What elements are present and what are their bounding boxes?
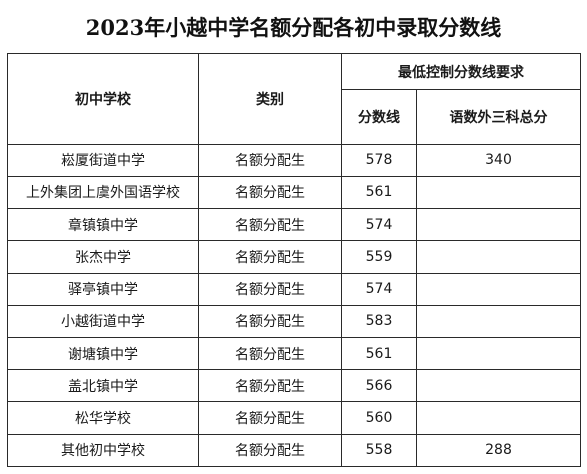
total-cell xyxy=(416,272,581,306)
category-cell: 名额分配生 xyxy=(198,240,342,274)
category-cell: 名额分配生 xyxy=(198,369,342,403)
total-cell xyxy=(416,175,581,210)
header-three-subject-total: 语数外三科总分 xyxy=(416,89,581,145)
school-cell: 小越街道中学 xyxy=(7,304,199,338)
category-cell: 名额分配生 xyxy=(198,336,342,371)
table-row: 盖北镇中学 名额分配生 566 xyxy=(7,369,581,403)
score-cell: 561 xyxy=(341,336,417,371)
total-cell xyxy=(416,369,581,403)
category-cell: 名额分配生 xyxy=(198,433,342,468)
score-table: 初中学校 类别 最低控制分数线要求 分数线 语数外三科总分 崧厦街道中学 名额分… xyxy=(7,52,581,468)
score-cell: 566 xyxy=(341,369,417,403)
school-cell: 谢塘镇中学 xyxy=(7,336,199,371)
score-cell: 574 xyxy=(341,208,417,242)
school-cell: 张杰中学 xyxy=(7,240,199,274)
score-cell: 561 xyxy=(341,175,417,210)
category-cell: 名额分配生 xyxy=(198,272,342,306)
table-row: 其他初中学校 名额分配生 558 288 xyxy=(7,433,581,468)
score-cell: 558 xyxy=(341,433,417,468)
total-cell xyxy=(416,336,581,371)
total-cell: 340 xyxy=(416,143,581,177)
category-cell: 名额分配生 xyxy=(198,304,342,338)
header-score-line: 分数线 xyxy=(341,89,417,145)
table-row: 驿亭镇中学 名额分配生 574 xyxy=(7,272,581,306)
category-cell: 名额分配生 xyxy=(198,208,342,242)
header-school: 初中学校 xyxy=(7,53,199,145)
page-title: 2023年小越中学名额分配各初中录取分数线 xyxy=(85,15,502,40)
table-row: 上外集团上虞外国语学校 名额分配生 561 xyxy=(7,175,581,210)
table-row: 松华学校 名额分配生 560 xyxy=(7,401,581,435)
total-cell xyxy=(416,208,581,242)
table-row: 谢塘镇中学 名额分配生 561 xyxy=(7,336,581,371)
category-cell: 名额分配生 xyxy=(198,401,342,435)
school-cell: 章镇镇中学 xyxy=(7,208,199,242)
school-cell: 驿亭镇中学 xyxy=(7,272,199,306)
score-cell: 574 xyxy=(341,272,417,306)
score-cell: 560 xyxy=(341,401,417,435)
table-row: 崧厦街道中学 名额分配生 578 340 xyxy=(7,143,581,177)
header-category: 类别 xyxy=(198,53,342,145)
score-cell: 578 xyxy=(341,143,417,177)
school-cell: 松华学校 xyxy=(7,401,199,435)
score-cell: 583 xyxy=(341,304,417,338)
header-score-requirement: 最低控制分数线要求 xyxy=(341,52,581,91)
category-cell: 名额分配生 xyxy=(198,143,342,177)
header-row-top: 初中学校 类别 最低控制分数线要求 xyxy=(7,52,581,145)
total-cell: 288 xyxy=(416,433,581,468)
category-cell: 名额分配生 xyxy=(198,175,342,210)
total-cell xyxy=(416,401,581,435)
school-cell: 其他初中学校 xyxy=(7,433,199,468)
school-cell: 盖北镇中学 xyxy=(7,369,199,403)
table-row: 张杰中学 名额分配生 559 xyxy=(7,240,581,274)
school-cell: 崧厦街道中学 xyxy=(7,143,199,177)
school-cell: 上外集团上虞外国语学校 xyxy=(7,175,199,210)
table-row: 小越街道中学 名额分配生 583 xyxy=(7,304,581,338)
total-cell xyxy=(416,240,581,274)
total-cell xyxy=(416,304,581,338)
header-row-bottom: 分数线 语数外三科总分 xyxy=(8,89,581,145)
score-cell: 559 xyxy=(341,240,417,274)
table-row: 章镇镇中学 名额分配生 574 xyxy=(7,208,581,242)
